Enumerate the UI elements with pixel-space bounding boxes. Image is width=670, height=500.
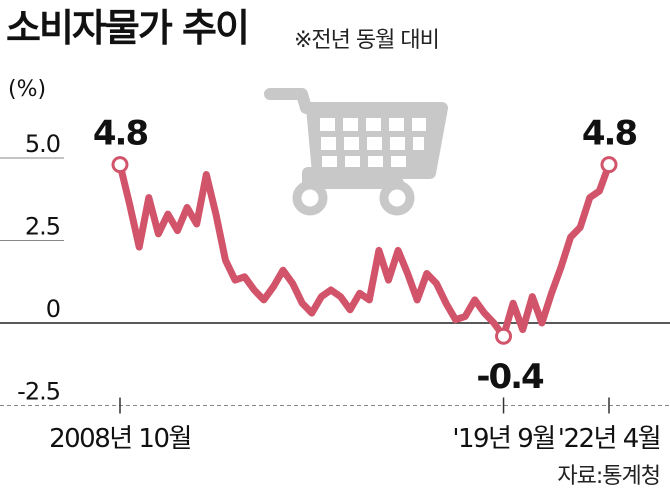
data-point — [426, 273, 428, 274]
data-point — [186, 207, 188, 208]
annotated-marker — [495, 327, 513, 345]
data-label: 4.8 — [582, 114, 637, 154]
data-point — [483, 312, 485, 314]
cart-wheel-right — [379, 180, 415, 216]
data-point — [474, 299, 476, 301]
data-point — [378, 249, 380, 251]
data-point — [416, 299, 418, 301]
data-point — [464, 315, 466, 317]
data-point — [522, 329, 524, 331]
data-point — [397, 249, 399, 251]
chart-subtitle: ※전년 동월 대비 — [294, 28, 440, 53]
data-point — [560, 266, 562, 268]
annotated-marker — [600, 156, 618, 174]
data-point — [263, 299, 265, 301]
cart-wheel-left — [292, 180, 328, 216]
data-point — [148, 197, 150, 199]
chart-title: 소비자물가 추이 — [6, 6, 250, 50]
data-label: -0.4 — [476, 357, 544, 397]
y-tick-label: 5.0 — [25, 130, 60, 158]
data-point — [435, 282, 437, 284]
data-point — [359, 292, 361, 294]
data-point — [349, 309, 351, 311]
y-tick-label: -2.5 — [17, 378, 60, 406]
data-point — [455, 319, 457, 321]
x-tick-label: '22년 4월 — [558, 424, 660, 454]
data-point — [445, 302, 447, 304]
source-note: 자료:통계청 — [557, 464, 661, 489]
data-point — [253, 289, 255, 291]
data-point — [570, 236, 572, 238]
cart-grid — [320, 118, 426, 167]
data-point — [407, 273, 409, 274]
data-point — [387, 279, 389, 281]
data-point — [292, 282, 294, 284]
data-point — [493, 322, 495, 324]
data-point — [589, 197, 591, 199]
annotated-marker — [111, 156, 129, 174]
data-point — [157, 233, 159, 235]
data-point — [138, 246, 140, 248]
data-label: 4.8 — [93, 114, 148, 154]
data-point — [541, 322, 543, 324]
data-point — [598, 190, 600, 192]
data-point — [311, 312, 313, 314]
y-tick-label: 2.5 — [25, 213, 60, 241]
data-point — [205, 174, 207, 175]
series-line — [116, 161, 613, 340]
data-point — [340, 296, 342, 298]
data-point — [215, 213, 217, 215]
data-point — [368, 299, 370, 301]
data-point — [301, 302, 303, 304]
y-tick-label: 0 — [46, 295, 60, 323]
data-point — [531, 296, 533, 298]
x-tick-label: 2008년 10월 — [49, 424, 191, 454]
data-point — [244, 276, 246, 278]
data-point — [234, 279, 236, 281]
data-point — [330, 289, 332, 291]
data-point — [196, 223, 198, 225]
y-axis-label: (%) — [8, 77, 46, 102]
data-point — [177, 230, 179, 232]
data-point — [579, 226, 581, 228]
labels: 4.8 -0.4 4.8 — [93, 114, 639, 398]
axes: (%) 5.0 2.5 0 -2.5 2008년 10월 '19년 9월 '22년 4월 — [0, 77, 670, 454]
x-tick-label: '19년 9월 — [452, 424, 554, 454]
data-point — [320, 296, 322, 298]
data-point — [282, 269, 284, 271]
series — [111, 156, 618, 345]
data-point — [129, 203, 131, 205]
data-point — [550, 292, 552, 294]
shopping-cart-icon — [264, 88, 448, 216]
data-point — [512, 302, 514, 304]
data-point — [272, 286, 274, 288]
data-point — [224, 259, 226, 261]
data-point — [167, 213, 169, 215]
